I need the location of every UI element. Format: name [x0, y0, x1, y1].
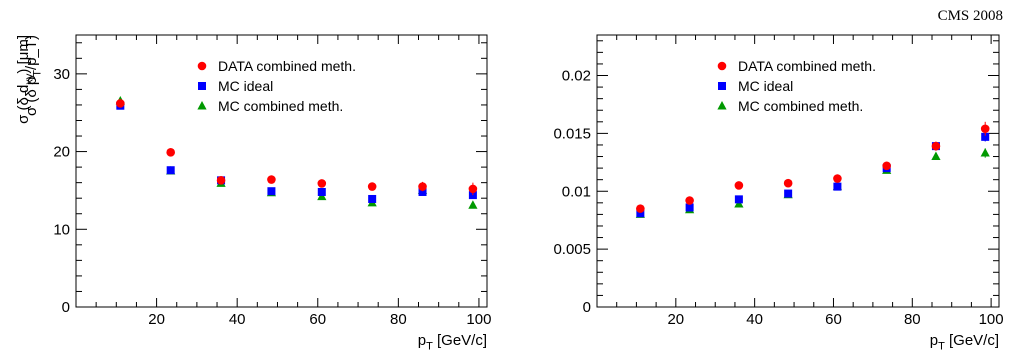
- plot-frame: [596, 34, 1000, 308]
- x-tick-label: 100: [466, 311, 491, 328]
- x-tick-label: 80: [390, 311, 407, 328]
- panel-1: 20 40 60 80 100 0 10 20 30 pT [GeV/c] σ (δ dxy) [μ…: [15, 34, 491, 353]
- data-point-data-combined: [317, 179, 327, 188]
- legend-marker-triangle: [197, 101, 207, 110]
- data-point-mc-combined: [931, 151, 941, 161]
- x-tick-label: 60: [309, 311, 326, 328]
- legend-label: DATA combined meth.: [738, 58, 876, 74]
- data-point-mc-ideal: [981, 132, 990, 141]
- x-tick-label: 20: [667, 311, 684, 328]
- data-point-data-combined: [882, 161, 891, 171]
- legend-marker-square: [718, 82, 726, 90]
- legend-label: MC ideal: [218, 78, 273, 94]
- legend-label: MC ideal: [738, 78, 793, 94]
- y-axis-title: σ (δ dxy) [μm]: [15, 35, 36, 124]
- y-tick-label: 30: [53, 66, 70, 83]
- x-axis-title: pT [GeV/c]: [418, 332, 487, 353]
- data-point-data-combined: [418, 182, 427, 191]
- y-axis-title: σ (δ pT/p_T): [23, 35, 44, 116]
- data-point-data-combined: [783, 178, 793, 188]
- legend-label: DATA combined meth.: [218, 58, 356, 74]
- y-tick-label: 0.01: [562, 183, 591, 200]
- y-tick-label: 0: [62, 299, 70, 316]
- data-point-data-combined: [468, 184, 478, 194]
- x-tick-label: 80: [904, 311, 921, 328]
- legend-marker-square: [198, 82, 206, 90]
- cms-label: CMS 2008: [938, 8, 1003, 24]
- y-tick-label: 0.005: [553, 241, 591, 258]
- legend: DATA combined meth. MC ideal MC combined m…: [717, 58, 876, 114]
- data-point-data-combined: [116, 99, 125, 108]
- y-tick-label: 0: [583, 299, 591, 316]
- data-point-mc-ideal: [734, 195, 743, 204]
- data-point-data-combined: [980, 124, 990, 134]
- data-point-data-combined: [931, 141, 941, 151]
- legend-marker-triangle: [717, 101, 727, 110]
- data-point-data-combined: [216, 176, 226, 185]
- y-tick-label: 0.015: [553, 125, 591, 142]
- data-point-mc-ideal: [317, 187, 326, 196]
- legend-marker-circle: [197, 61, 207, 71]
- data-point-data-combined: [267, 175, 276, 184]
- x-tick-label: 40: [229, 311, 246, 328]
- y-tick-label: 0.02: [562, 68, 591, 85]
- data-point-mc-ideal: [636, 209, 645, 218]
- data-point-mc-ideal: [833, 182, 842, 191]
- data-point-mc-combined: [468, 200, 478, 209]
- data-point-mc-ideal: [685, 203, 694, 212]
- data-point-mc-ideal: [418, 187, 427, 196]
- data-point-data-combined: [636, 204, 645, 213]
- x-axis-title: pT [GeV/c]: [930, 332, 999, 353]
- legend: DATA combined meth. MC ideal MC combined m…: [197, 58, 356, 114]
- data-point-data-combined: [367, 182, 377, 191]
- data-point-mc-combined: [980, 148, 990, 157]
- data-point-data-combined: [685, 196, 694, 205]
- legend-label: MC combined meth.: [218, 98, 343, 114]
- data-point-mc-ideal: [784, 189, 793, 198]
- legend-label: MC combined meth.: [738, 98, 863, 114]
- x-tick-label: 20: [148, 311, 165, 328]
- x-tick-label: 40: [746, 311, 763, 328]
- legend-marker-circle: [717, 61, 727, 71]
- x-tick-label: 100: [979, 311, 1004, 328]
- data-point-data-combined: [833, 174, 842, 183]
- data-point-data-combined: [166, 148, 175, 157]
- plot-frame: [75, 34, 488, 308]
- y-tick-label: 20: [53, 144, 70, 161]
- data-point-data-combined: [734, 181, 744, 190]
- data-point-mc-ideal: [368, 194, 377, 203]
- x-tick-label: 60: [825, 311, 842, 328]
- data-point-mc-ideal: [267, 187, 276, 196]
- data-point-mc-ideal: [166, 166, 175, 175]
- y-tick-label: 10: [53, 221, 70, 238]
